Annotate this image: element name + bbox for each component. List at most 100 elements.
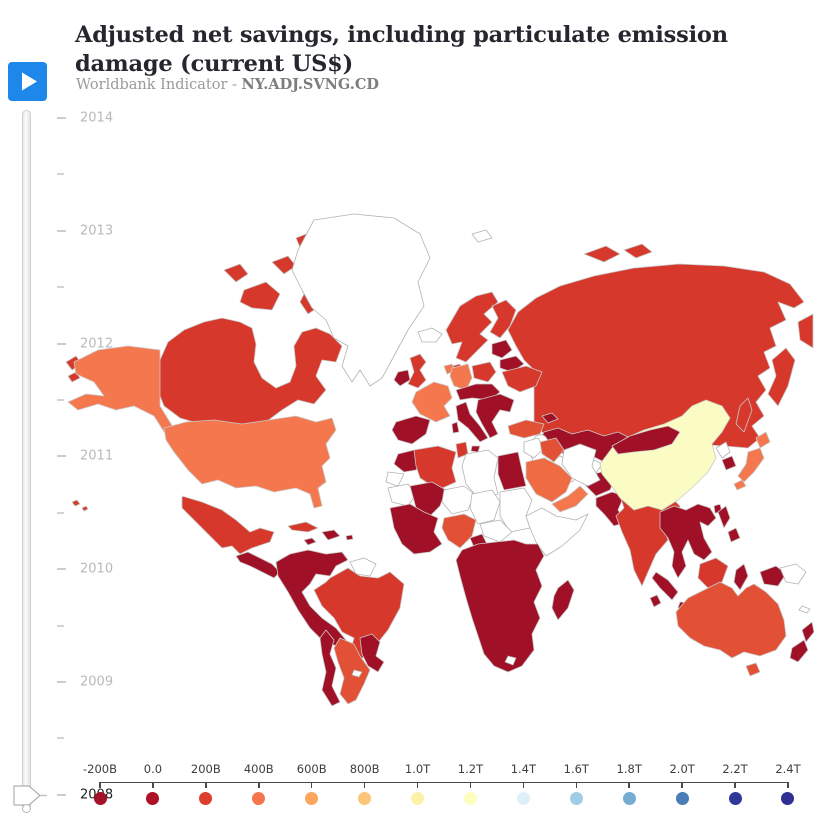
timeline-knob[interactable] — [22, 804, 31, 813]
region-iberia[interactable] — [391, 415, 431, 445]
legend-swatch — [146, 792, 160, 805]
region-paraguay-uruguay[interactable] — [359, 633, 385, 673]
legend-tick — [99, 782, 101, 788]
country-iran[interactable] — [561, 443, 601, 487]
region-western-sahara[interactable] — [385, 471, 405, 487]
legend-tick — [310, 782, 313, 788]
legend-tick — [205, 782, 207, 788]
legend-tick — [258, 782, 260, 788]
country-north-korea[interactable] — [715, 441, 731, 459]
country-greenland[interactable] — [291, 213, 431, 387]
region-nordics[interactable] — [445, 291, 517, 363]
legend-item: 1.0T — [398, 762, 438, 805]
country-lesotho[interactable] — [504, 655, 517, 666]
region-tasmania[interactable] — [745, 662, 761, 677]
legend-item: 1.4T — [503, 762, 543, 805]
country-usa[interactable] — [163, 415, 337, 509]
legend-label: 400B — [243, 762, 274, 776]
country-argentina[interactable] — [333, 637, 371, 705]
country-poland[interactable] — [471, 361, 497, 383]
country-papua-new-guinea[interactable] — [779, 563, 807, 585]
country-mauritania[interactable] — [387, 483, 417, 507]
region-balkans[interactable] — [475, 393, 515, 439]
region-car-south-sudan[interactable] — [479, 519, 513, 543]
subtitle-prefix: Worldbank Indicator - — [76, 77, 242, 93]
timeline-major-tick — [57, 229, 66, 232]
region-hispaniola[interactable] — [321, 529, 341, 541]
country-ireland[interactable] — [393, 369, 411, 387]
country-sri-lanka[interactable] — [649, 594, 662, 608]
legend-swatch — [516, 792, 530, 805]
legend-item: 800B — [345, 762, 385, 805]
region-syria-jordan[interactable] — [523, 437, 545, 459]
country-iraq[interactable] — [539, 437, 565, 463]
country-italy[interactable] — [451, 401, 489, 453]
country-japan[interactable] — [733, 431, 771, 491]
country-libya[interactable] — [461, 449, 499, 499]
legend-label: 1.0T — [404, 762, 431, 776]
country-mexico[interactable] — [181, 495, 275, 555]
legend-swatch — [199, 792, 213, 805]
country-egypt[interactable] — [497, 451, 527, 491]
country-cuba[interactable] — [287, 521, 319, 533]
timeline-major-tick — [57, 342, 66, 345]
country-madagascar[interactable] — [551, 579, 575, 621]
region-guyanas[interactable] — [349, 557, 377, 577]
region-borneo[interactable] — [697, 557, 729, 589]
legend-label: 200B — [190, 762, 221, 776]
country-niger[interactable] — [441, 485, 475, 515]
legend-item: 2.2T — [715, 762, 755, 805]
country-chile[interactable] — [319, 629, 341, 707]
legend-item: 600B — [292, 762, 332, 805]
region-central-america[interactable] — [235, 551, 281, 579]
region-pacific-islands[interactable] — [798, 605, 811, 614]
region-west-africa[interactable] — [389, 503, 443, 555]
country-saudi-arabia[interactable] — [525, 457, 573, 503]
legend-swatch — [358, 792, 372, 805]
region-sumatra[interactable] — [651, 571, 679, 601]
region-caucasus[interactable] — [541, 412, 559, 424]
legend-axis-line — [100, 782, 788, 783]
timeline-minor-tick — [57, 173, 64, 176]
country-uk[interactable] — [407, 353, 427, 389]
timeline-handle[interactable] — [13, 785, 49, 810]
country-new-zealand[interactable] — [789, 621, 814, 663]
country-jamaica[interactable] — [303, 537, 317, 546]
country-alaska[interactable] — [67, 345, 177, 439]
region-hawaii[interactable] — [71, 499, 89, 512]
region-falkland[interactable] — [351, 669, 363, 678]
legend-tick — [628, 782, 630, 788]
timeline-track[interactable] — [22, 110, 31, 810]
country-australia[interactable] — [675, 581, 787, 659]
legend-swatch — [569, 792, 583, 805]
country-turkey[interactable] — [507, 419, 545, 439]
country-iceland[interactable] — [417, 327, 443, 343]
country-nigeria[interactable] — [441, 513, 477, 549]
legend-label: 0.0 — [143, 762, 163, 776]
country-algeria[interactable] — [413, 445, 457, 491]
country-china[interactable] — [599, 399, 731, 511]
country-ukraine[interactable] — [501, 365, 543, 393]
legend-swatch — [411, 792, 425, 805]
country-mongolia[interactable] — [611, 425, 681, 455]
region-sulawesi[interactable] — [733, 563, 749, 591]
country-south-korea[interactable] — [721, 455, 737, 471]
legend-item: 0.0 — [133, 762, 173, 805]
legend-swatch — [728, 792, 742, 805]
legend-item: 1.2T — [450, 762, 490, 805]
region-se-asia[interactable] — [659, 503, 717, 579]
country-russia[interactable] — [507, 243, 814, 449]
region-svalbard[interactable] — [471, 229, 493, 243]
region-west-papua[interactable] — [759, 565, 787, 587]
country-france[interactable] — [411, 381, 453, 423]
play-button[interactable] — [8, 62, 47, 101]
country-chad[interactable] — [469, 489, 501, 525]
indicator-subtitle: Worldbank Indicator - NY.ADJ.SVNG.CD — [76, 76, 379, 93]
region-horn-of-africa[interactable] — [525, 507, 589, 557]
play-icon — [22, 72, 37, 91]
region-andean-states[interactable] — [275, 549, 349, 647]
country-puerto-rico[interactable] — [345, 534, 354, 541]
region-sub-saharan-africa[interactable] — [455, 539, 545, 673]
country-philippines[interactable] — [717, 505, 741, 543]
region-yemen-oman[interactable] — [551, 485, 589, 513]
